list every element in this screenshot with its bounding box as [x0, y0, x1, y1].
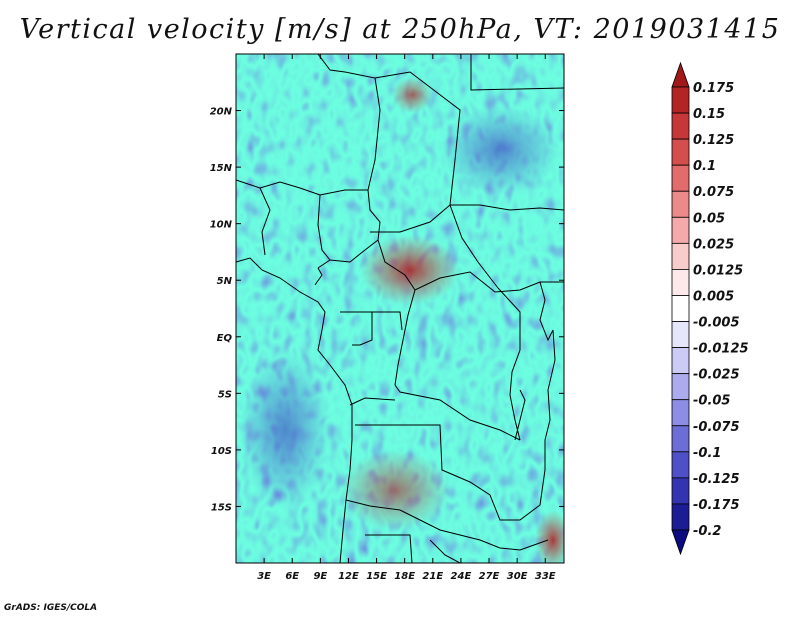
- colorbar-label: 0.025: [693, 237, 734, 252]
- lat-label: 10S: [211, 446, 232, 457]
- descent-zone-west: [240, 350, 330, 510]
- colorbar: 0.175 0.15 0.125 0.1 0.075 0.05 0.025 0.0125 0.0…: [671, 61, 749, 556]
- chart-title: Vertical velocity [m/s] at 250hPa, VT: 2…: [19, 14, 781, 45]
- colorbar-label: -0.005: [693, 316, 740, 331]
- lon-label: 15E: [366, 571, 387, 582]
- lon-label: 9E: [313, 571, 327, 582]
- lat-label: 20N: [210, 107, 233, 118]
- colorbar-label: -0.05: [693, 394, 730, 409]
- lon-label: 3E: [257, 571, 271, 582]
- ascent-hotspot-south: [340, 450, 450, 530]
- colorbar-segment: [671, 295, 690, 322]
- colorbar-segment: [671, 164, 690, 192]
- colorbar-segment: [671, 425, 690, 453]
- colorbar-segment: [671, 503, 690, 531]
- colorbar-label: -0.2: [693, 524, 721, 539]
- colorbar-label: -0.025: [693, 368, 740, 383]
- colorbar-bottom-triangle: [671, 529, 690, 556]
- colorbar-segment: [671, 269, 690, 296]
- country-borders: [236, 54, 564, 563]
- lat-label: 10N: [210, 220, 233, 231]
- wave-hotspot-north: [392, 77, 432, 113]
- lat-label: 5N: [217, 276, 233, 287]
- ascent-hotspot-central: [360, 235, 460, 305]
- colorbar-label: 0.175: [693, 81, 734, 96]
- colorbar-segment: [671, 399, 690, 427]
- colorbar-segment: [671, 451, 690, 479]
- lon-label: 12E: [338, 571, 359, 582]
- colorbar-segment: [671, 216, 690, 244]
- lon-label: 21E: [422, 571, 443, 582]
- lon-label: 33E: [535, 571, 556, 582]
- latitude-axis: 20N 15N 10N 5N EQ 5S 10S 15S: [210, 107, 564, 513]
- colorbar-label: -0.075: [693, 420, 740, 435]
- colorbar-label: -0.125: [693, 472, 740, 487]
- colorbar-segment: [671, 86, 690, 114]
- lat-label: 5S: [218, 389, 232, 400]
- colorbar-segment: [671, 190, 690, 218]
- colorbar-segment: [671, 242, 690, 270]
- colorbar-label: -0.175: [693, 498, 740, 513]
- lon-label: 6E: [285, 571, 299, 582]
- lat-label: EQ: [217, 333, 233, 344]
- lon-label: 30E: [507, 571, 528, 582]
- colorbar-label: -0.1: [693, 446, 721, 461]
- credit-text: GrADS: IGES/COLA: [4, 603, 98, 613]
- colorbar-label: 0.0125: [693, 263, 743, 278]
- colorbar-label: 0.075: [693, 185, 734, 200]
- lat-label: 15S: [211, 502, 232, 513]
- lon-label: 18E: [394, 571, 415, 582]
- longitude-axis: 3E 6E 9E 12E 15E 18E 21E 24E 27E 30E 33E: [257, 54, 556, 582]
- colorbar-segment: [671, 477, 690, 505]
- descent-zone-east: [440, 105, 560, 195]
- colorbar-segment: [671, 138, 690, 166]
- colorbar-segment: [671, 112, 690, 140]
- colorbar-label: 0.05: [693, 211, 725, 226]
- lon-label: 27E: [479, 571, 500, 582]
- colorbar-top-triangle: [671, 61, 690, 88]
- lat-label: 15N: [210, 163, 233, 174]
- colorbar-label: 0.1: [693, 159, 716, 174]
- colorbar-label: 0.15: [693, 107, 725, 122]
- colorbar-segment: [671, 347, 690, 375]
- colorbar-segment: [671, 321, 690, 348]
- lon-label: 24E: [451, 571, 472, 582]
- colorbar-segment: [671, 373, 690, 401]
- ascent-hotspot-southeast: [535, 510, 564, 563]
- colorbar-label: -0.0125: [693, 342, 749, 357]
- map-frame: [235, 53, 565, 564]
- velocity-field: [236, 54, 564, 563]
- colorbar-label: 0.125: [693, 133, 734, 148]
- colorbar-label: 0.005: [693, 289, 734, 304]
